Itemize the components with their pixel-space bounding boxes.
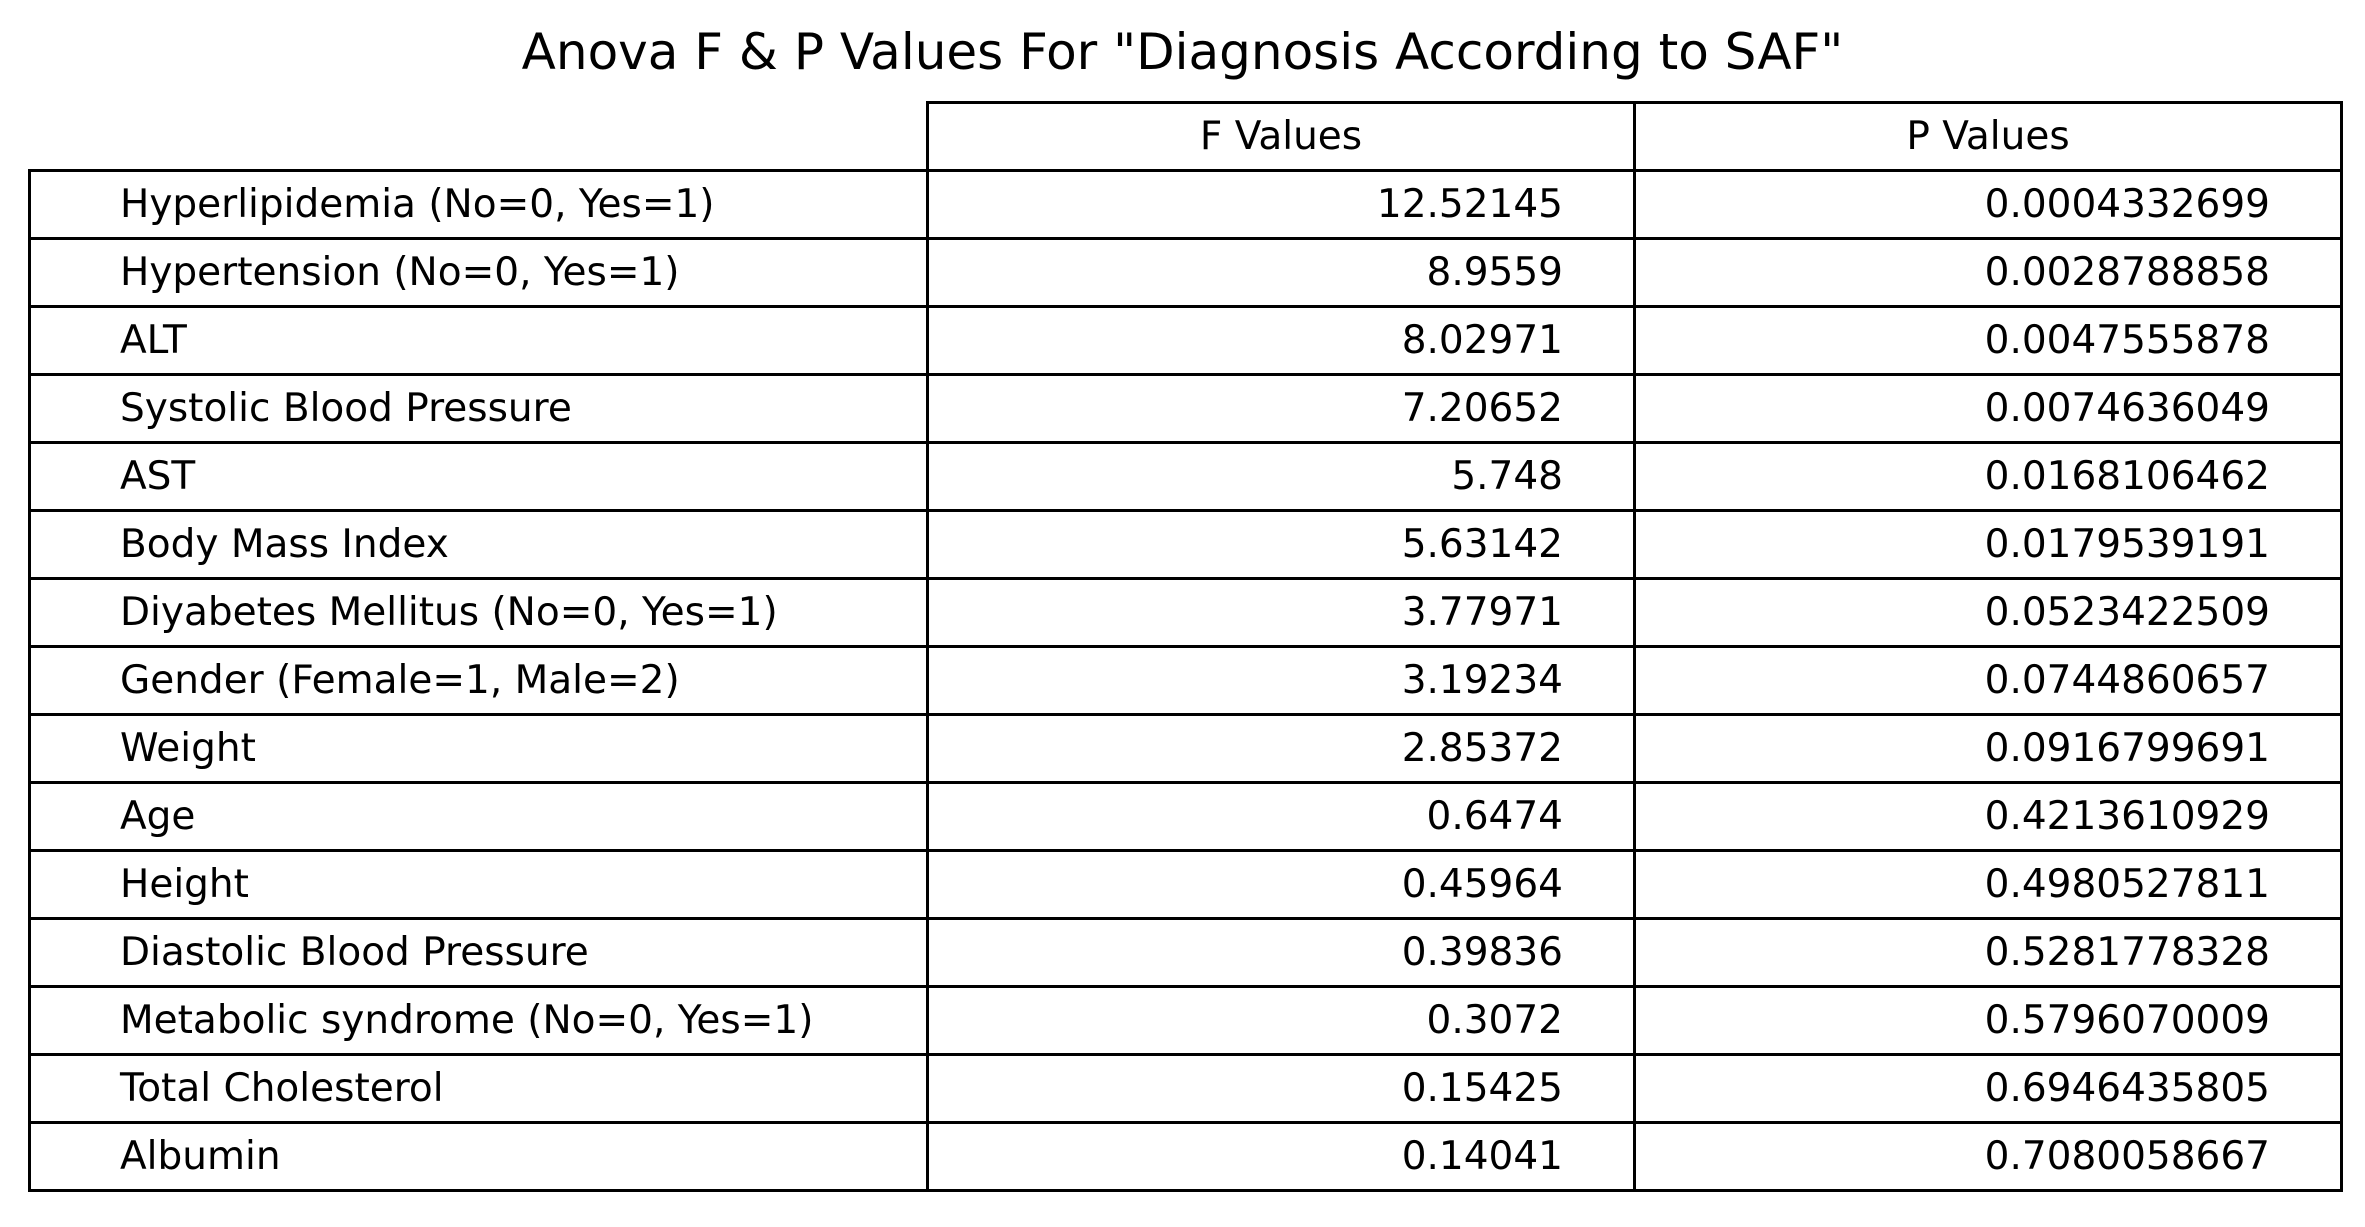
- p-value-cell: 0.4213610929: [1633, 781, 2343, 852]
- table-row: Albumin 0.14041 0.7080058667: [28, 1121, 2343, 1192]
- p-value-cell: 0.7080058667: [1633, 1121, 2343, 1192]
- corner-cell: [29, 102, 929, 172]
- p-value-cell: 0.6946435805: [1633, 1053, 2343, 1124]
- row-label: Hypertension (No=0, Yes=1): [28, 237, 929, 308]
- table-row: Hyperlipidemia (No=0, Yes=1) 12.52145 0.00…: [28, 169, 2343, 240]
- p-value-cell: 0.5281778328: [1633, 917, 2343, 988]
- row-label: Diastolic Blood Pressure: [28, 917, 929, 988]
- row-label: Gender (Female=1, Male=2): [28, 645, 929, 716]
- f-value-cell: 0.45964: [926, 849, 1636, 920]
- table-row: Metabolic syndrome (No=0, Yes=1) 0.3072 0.…: [28, 985, 2343, 1056]
- f-value-cell: 8.9559: [926, 237, 1636, 308]
- row-label: Height: [28, 849, 929, 920]
- f-value-cell: 0.6474: [926, 781, 1636, 852]
- f-value-cell: 5.63142: [926, 509, 1636, 580]
- f-value-cell: 0.14041: [926, 1121, 1636, 1192]
- p-value-cell: 0.0047555878: [1633, 305, 2343, 376]
- p-value-cell: 0.5796070009: [1633, 985, 2343, 1056]
- table-row: Diyabetes Mellitus (No=0, Yes=1) 3.77971 0…: [28, 577, 2343, 648]
- p-value-cell: 0.0179539191: [1633, 509, 2343, 580]
- row-label: Albumin: [28, 1121, 929, 1192]
- table-row: ALT 8.02971 0.0047555878: [28, 305, 2343, 376]
- row-label: Weight: [28, 713, 929, 784]
- f-value-cell: 12.52145: [926, 169, 1636, 240]
- table-row: Hypertension (No=0, Yes=1) 8.9559 0.002878…: [28, 237, 2343, 308]
- table-row: Systolic Blood Pressure 7.20652 0.00746360…: [28, 373, 2343, 444]
- row-label: AST: [28, 441, 929, 512]
- table-row: Total Cholesterol 0.15425 0.6946435805: [28, 1053, 2343, 1124]
- table-row: Diastolic Blood Pressure 0.39836 0.5281778…: [28, 917, 2343, 988]
- row-label: Hyperlipidemia (No=0, Yes=1): [28, 169, 929, 240]
- row-label: Total Cholesterol: [28, 1053, 929, 1124]
- p-value-cell: 0.0004332699: [1633, 169, 2343, 240]
- p-value-cell: 0.0074636049: [1633, 373, 2343, 444]
- f-value-cell: 3.19234: [926, 645, 1636, 716]
- table-row: AST 5.748 0.0168106462: [28, 441, 2343, 512]
- table-row: Weight 2.85372 0.0916799691: [28, 713, 2343, 784]
- p-value-cell: 0.4980527811: [1633, 849, 2343, 920]
- row-label: ALT: [28, 305, 929, 376]
- column-header-f-values: F Values: [926, 101, 1636, 172]
- f-value-cell: 0.15425: [926, 1053, 1636, 1124]
- row-label: Body Mass Index: [28, 509, 929, 580]
- header-row: F Values P Values: [29, 101, 2343, 172]
- f-value-cell: 0.3072: [926, 985, 1636, 1056]
- p-value-cell: 0.0744860657: [1633, 645, 2343, 716]
- p-value-cell: 0.0168106462: [1633, 441, 2343, 512]
- table-row: Height 0.45964 0.4980527811: [28, 849, 2343, 920]
- f-value-cell: 8.02971: [926, 305, 1636, 376]
- f-value-cell: 0.39836: [926, 917, 1636, 988]
- p-value-cell: 0.0916799691: [1633, 713, 2343, 784]
- f-value-cell: 5.748: [926, 441, 1636, 512]
- anova-table: F Values P Values Hyperlipidemia (No=0, …: [28, 101, 2343, 1192]
- p-value-cell: 0.0028788858: [1633, 237, 2343, 308]
- f-value-cell: 2.85372: [926, 713, 1636, 784]
- row-label: Metabolic syndrome (No=0, Yes=1): [28, 985, 929, 1056]
- table-row: Body Mass Index 5.63142 0.0179539191: [28, 509, 2343, 580]
- table-row: Age 0.6474 0.4213610929: [28, 781, 2343, 852]
- row-label: Diyabetes Mellitus (No=0, Yes=1): [28, 577, 929, 648]
- f-value-cell: 3.77971: [926, 577, 1636, 648]
- table-body: Hyperlipidemia (No=0, Yes=1) 12.52145 0.00…: [28, 169, 2343, 1192]
- f-value-cell: 7.20652: [926, 373, 1636, 444]
- column-header-p-values: P Values: [1633, 101, 2343, 172]
- row-label: Systolic Blood Pressure: [28, 373, 929, 444]
- row-label: Age: [28, 781, 929, 852]
- table-row: Gender (Female=1, Male=2) 3.19234 0.074486…: [28, 645, 2343, 716]
- table-title: Anova F & P Values For "Diagnosis Accord…: [521, 23, 1844, 81]
- p-value-cell: 0.0523422509: [1633, 577, 2343, 648]
